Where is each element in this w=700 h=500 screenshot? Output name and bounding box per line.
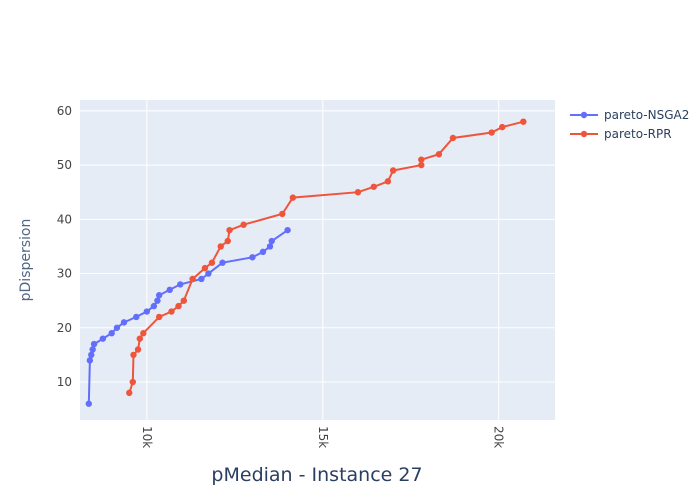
- grid: [80, 100, 555, 420]
- data-point[interactable]: [240, 221, 247, 228]
- data-point[interactable]: [99, 335, 107, 342]
- data-point[interactable]: [89, 346, 96, 353]
- tick-labels: 10 20 30 40 50 60 10k 15k 20k: [57, 104, 506, 448]
- series-pareto-NSGA2: [85, 226, 291, 407]
- data-point[interactable]: [198, 275, 205, 283]
- data-point[interactable]: [133, 313, 140, 321]
- y-tick-label: 40: [57, 212, 72, 226]
- data-point[interactable]: [88, 351, 95, 359]
- series-layer: [85, 118, 527, 407]
- data-point[interactable]: [155, 313, 163, 321]
- data-point[interactable]: [370, 183, 377, 190]
- data-point[interactable]: [418, 156, 425, 163]
- data-point[interactable]: [279, 210, 286, 218]
- data-point[interactable]: [284, 226, 291, 234]
- y-tick-label: 10: [57, 375, 72, 389]
- legend-label: pareto-RPR: [604, 127, 672, 141]
- data-point[interactable]: [177, 281, 184, 288]
- x-tick-label: 15k: [316, 426, 330, 448]
- data-point[interactable]: [449, 134, 457, 142]
- data-point[interactable]: [249, 254, 256, 261]
- series-pareto-RPR: [126, 118, 527, 397]
- data-point[interactable]: [180, 297, 187, 304]
- legend[interactable]: pareto-NSGA2 pareto-RPR: [570, 108, 689, 141]
- data-point[interactable]: [389, 167, 397, 174]
- data-point[interactable]: [224, 237, 231, 245]
- data-point[interactable]: [129, 378, 136, 386]
- data-point[interactable]: [354, 189, 362, 196]
- data-point[interactable]: [418, 161, 425, 169]
- data-point[interactable]: [259, 248, 267, 256]
- data-point[interactable]: [86, 357, 94, 364]
- data-point[interactable]: [435, 151, 443, 158]
- data-point[interactable]: [499, 123, 506, 131]
- legend-label: pareto-NSGA2: [604, 108, 689, 122]
- data-point[interactable]: [120, 319, 128, 326]
- data-point[interactable]: [266, 243, 274, 250]
- data-point[interactable]: [217, 243, 224, 250]
- data-point[interactable]: [90, 340, 98, 348]
- data-point[interactable]: [520, 118, 527, 125]
- data-point[interactable]: [150, 302, 158, 310]
- y-tick-label: 30: [57, 267, 72, 281]
- data-point[interactable]: [226, 226, 233, 234]
- data-point[interactable]: [219, 259, 226, 266]
- legend-item[interactable]: pareto-NSGA2: [570, 108, 689, 122]
- legend-swatch-marker: [580, 130, 588, 138]
- data-point[interactable]: [126, 389, 133, 397]
- y-axis-title: pDispersion: [18, 219, 34, 302]
- y-tick-label: 50: [57, 158, 72, 172]
- legend-swatch-marker: [580, 111, 588, 119]
- data-point[interactable]: [130, 351, 137, 359]
- chart-title: pMedian - Instance 27: [211, 464, 422, 486]
- x-tick-label: 20k: [492, 426, 506, 448]
- data-point[interactable]: [175, 302, 182, 310]
- legend-item[interactable]: pareto-RPR: [570, 127, 672, 141]
- y-tick-label: 20: [57, 321, 72, 335]
- data-point[interactable]: [136, 335, 144, 342]
- data-point[interactable]: [134, 346, 142, 353]
- data-point[interactable]: [189, 275, 196, 283]
- data-point[interactable]: [108, 330, 115, 337]
- data-point[interactable]: [205, 270, 212, 277]
- data-point[interactable]: [143, 308, 151, 315]
- data-point[interactable]: [113, 324, 121, 331]
- data-point[interactable]: [168, 308, 175, 315]
- data-point[interactable]: [166, 286, 173, 294]
- plot-background: [80, 100, 555, 420]
- data-point[interactable]: [154, 297, 161, 304]
- data-point[interactable]: [140, 330, 147, 337]
- y-tick-label: 60: [57, 104, 72, 118]
- x-tick-label: 10k: [140, 426, 154, 448]
- data-point[interactable]: [488, 129, 495, 136]
- data-point[interactable]: [155, 292, 163, 299]
- data-point[interactable]: [268, 237, 275, 245]
- data-point[interactable]: [85, 400, 92, 407]
- data-point[interactable]: [289, 194, 297, 201]
- data-point[interactable]: [201, 264, 209, 272]
- data-point[interactable]: [384, 178, 392, 185]
- data-point[interactable]: [208, 259, 216, 266]
